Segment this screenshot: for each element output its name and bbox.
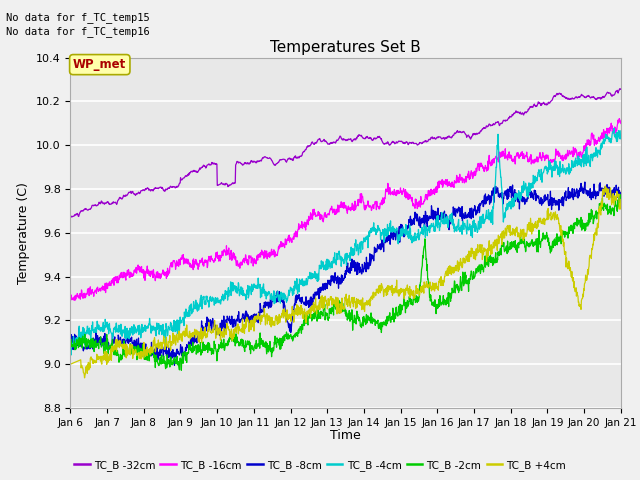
TC_B -8cm — [552, 197, 559, 203]
TC_B +4cm — [602, 183, 609, 189]
Title: Temperatures Set B: Temperatures Set B — [270, 40, 421, 55]
TC_B +4cm — [67, 361, 74, 367]
TC_B -8cm — [176, 350, 184, 356]
TC_B +4cm — [176, 335, 184, 340]
Y-axis label: Temperature (C): Temperature (C) — [17, 182, 30, 284]
Line: TC_B -8cm: TC_B -8cm — [70, 182, 621, 365]
TC_B -4cm — [67, 352, 75, 358]
TC_B -8cm — [189, 333, 197, 338]
TC_B -2cm — [189, 349, 197, 355]
TC_B -4cm — [610, 125, 618, 131]
TC_B -2cm — [431, 303, 439, 309]
TC_B -8cm — [431, 211, 439, 217]
TC_B -8cm — [251, 314, 259, 320]
TC_B -4cm — [617, 128, 625, 134]
TC_B +4cm — [251, 314, 259, 320]
TC_B -16cm — [175, 259, 183, 264]
TC_B -8cm — [581, 179, 589, 185]
TC_B -16cm — [617, 120, 625, 126]
TC_B -4cm — [189, 306, 197, 312]
TC_B -32cm — [251, 159, 259, 165]
TC_B -4cm — [504, 201, 511, 206]
TC_B -16cm — [189, 257, 196, 263]
TC_B -2cm — [67, 344, 74, 349]
TC_B -8cm — [504, 196, 511, 202]
TC_B -16cm — [552, 156, 559, 161]
TC_B -4cm — [251, 285, 259, 290]
TC_B -32cm — [189, 168, 197, 174]
TC_B -16cm — [431, 187, 439, 193]
TC_B -2cm — [251, 344, 259, 350]
TC_B -16cm — [503, 153, 511, 159]
TC_B -32cm — [176, 180, 184, 186]
Text: No data for f_TC_temp15: No data for f_TC_temp15 — [6, 12, 150, 23]
TC_B -4cm — [431, 223, 439, 229]
Line: TC_B -32cm: TC_B -32cm — [70, 89, 621, 217]
TC_B +4cm — [81, 375, 88, 381]
TC_B +4cm — [189, 334, 197, 340]
Text: WP_met: WP_met — [73, 58, 127, 71]
TC_B -4cm — [552, 158, 559, 164]
TC_B -16cm — [250, 256, 258, 262]
TC_B -16cm — [616, 116, 623, 121]
TC_B -32cm — [431, 136, 439, 142]
TC_B +4cm — [617, 197, 625, 203]
TC_B -2cm — [177, 367, 185, 373]
TC_B +4cm — [431, 280, 439, 286]
Line: TC_B -16cm: TC_B -16cm — [70, 119, 621, 301]
TC_B -16cm — [67, 298, 74, 304]
TC_B -2cm — [615, 192, 623, 197]
TC_B -8cm — [617, 192, 625, 198]
Line: TC_B -2cm: TC_B -2cm — [70, 194, 621, 370]
TC_B -4cm — [67, 347, 74, 352]
TC_B -32cm — [617, 86, 625, 92]
TC_B -2cm — [617, 194, 625, 200]
TC_B -4cm — [176, 321, 184, 327]
TC_B +4cm — [552, 213, 559, 219]
X-axis label: Time: Time — [330, 429, 361, 442]
TC_B -32cm — [504, 118, 511, 123]
TC_B +4cm — [504, 223, 511, 229]
Legend: TC_B -32cm, TC_B -16cm, TC_B -8cm, TC_B -4cm, TC_B -2cm, TC_B +4cm: TC_B -32cm, TC_B -16cm, TC_B -8cm, TC_B … — [70, 456, 570, 475]
Line: TC_B +4cm: TC_B +4cm — [70, 186, 621, 378]
TC_B -8cm — [171, 362, 179, 368]
TC_B -32cm — [67, 214, 75, 220]
Line: TC_B -4cm: TC_B -4cm — [70, 128, 621, 355]
Text: No data for f_TC_temp16: No data for f_TC_temp16 — [6, 26, 150, 37]
TC_B -32cm — [616, 86, 623, 92]
TC_B -32cm — [552, 92, 559, 98]
TC_B -2cm — [504, 251, 511, 256]
TC_B -2cm — [552, 242, 559, 248]
TC_B -2cm — [175, 367, 183, 373]
TC_B -8cm — [67, 340, 74, 346]
TC_B -32cm — [67, 214, 74, 219]
